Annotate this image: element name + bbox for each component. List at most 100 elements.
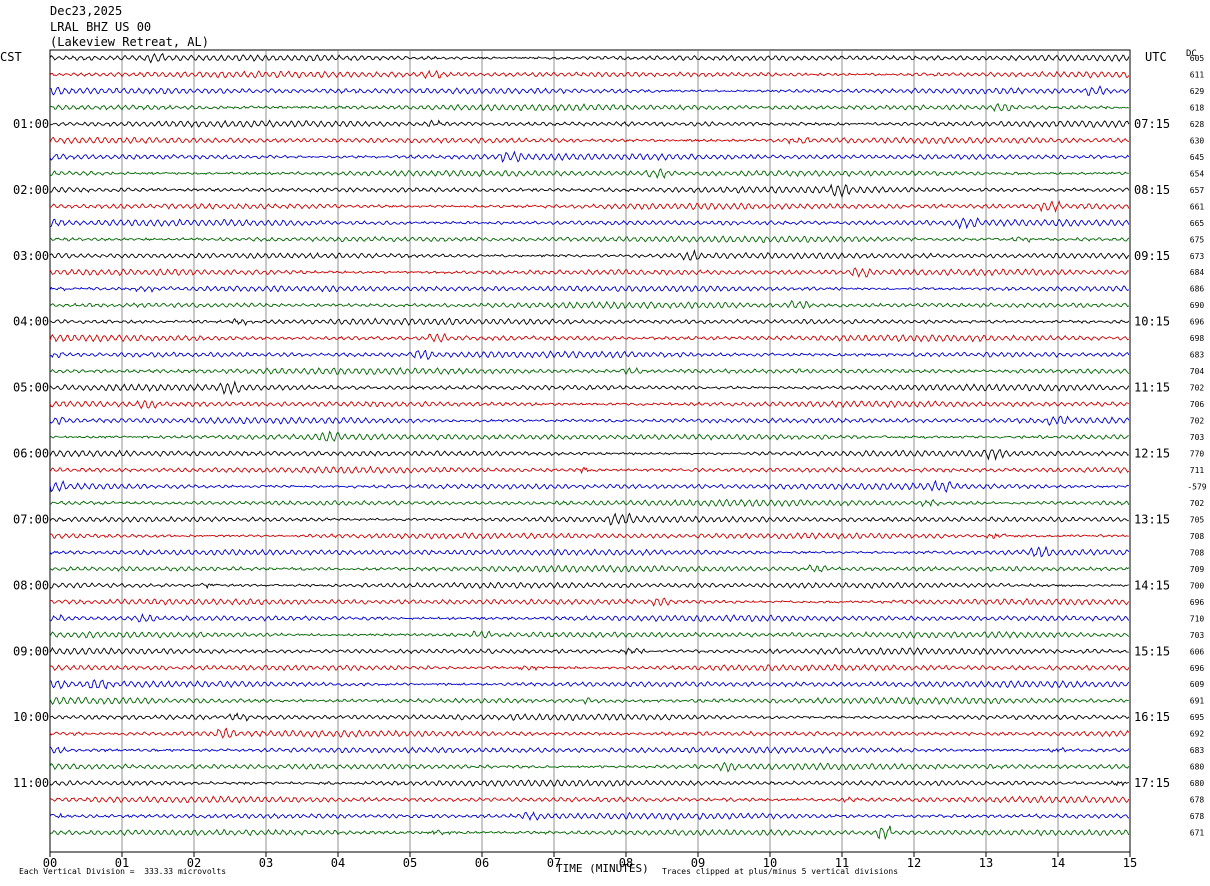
trace-line [49, 380, 1130, 396]
trace-line [49, 727, 1130, 739]
trace-line [49, 168, 1129, 180]
dc-offset-label: 708 [1190, 532, 1205, 541]
right-hour-label: 08:15 [1134, 183, 1170, 197]
trace-line [49, 317, 1130, 327]
dc-offset-label: 673 [1190, 252, 1205, 261]
chart-station: LRAL BHZ US 00 [50, 20, 152, 34]
chart-location: (Lakeview Retreat, AL) [50, 35, 209, 49]
dc-offset-label: 683 [1190, 746, 1205, 755]
dc-offset-label: 675 [1190, 235, 1205, 244]
x-tick-label: 06 [475, 856, 489, 870]
dc-offset-label: 618 [1190, 103, 1205, 112]
chart-date: Dec23,2025 [50, 4, 123, 18]
dc-offset-label: 708 [1190, 548, 1205, 557]
trace-line [49, 235, 1130, 243]
left-hour-label: 09:00 [13, 644, 49, 658]
x-tick-label: 04 [331, 856, 345, 870]
right-hour-label: 13:15 [1134, 512, 1170, 526]
clip-note: Traces clipped at plus/minus 5 vertical … [662, 867, 899, 876]
trace-line [49, 465, 1130, 475]
left-hour-label: 10:00 [13, 710, 49, 724]
x-tick-label: 13 [979, 856, 993, 870]
trace-line [49, 795, 1130, 804]
dc-offset-label: 678 [1190, 812, 1205, 821]
left-hour-label: 11:00 [13, 776, 49, 790]
trace-line [49, 646, 1129, 656]
x-tick-label: 12 [907, 856, 921, 870]
x-axis-label: TIME (MINUTES) [556, 862, 649, 875]
dc-offset-label: 686 [1190, 285, 1205, 294]
dc-offset-label: 706 [1190, 400, 1205, 409]
trace-line [49, 630, 1130, 639]
trace-line [49, 581, 1129, 590]
dc-offset-label: 703 [1190, 631, 1205, 640]
trace-line [49, 183, 1130, 198]
trace-line [49, 267, 1129, 279]
trace-line [49, 613, 1130, 623]
right-hour-label: 07:15 [1134, 117, 1170, 131]
trace-line [49, 498, 1130, 508]
dc-offset-label: 609 [1190, 680, 1205, 689]
dc-offset-label: 683 [1190, 351, 1205, 360]
x-tick-label: 03 [259, 856, 273, 870]
dc-offset-label: 691 [1190, 697, 1205, 706]
x-tick-label: 01 [115, 856, 129, 870]
trace-line [49, 300, 1130, 310]
dc-offset-label: 696 [1190, 598, 1205, 607]
dc-offset-label: 696 [1190, 318, 1205, 327]
left-hour-label: 04:00 [13, 315, 49, 329]
trace-line [49, 285, 1130, 293]
dc-offset-label: 702 [1190, 499, 1205, 508]
dc-offset-label: 704 [1190, 367, 1205, 376]
trace-line [49, 150, 1130, 163]
dc-offset-label: 678 [1190, 796, 1205, 805]
trace-line [49, 449, 1129, 461]
trace-line [49, 532, 1129, 540]
trace-line [49, 679, 1130, 690]
x-tick-label: 11 [835, 856, 849, 870]
left-hour-label: 08:00 [13, 578, 49, 592]
dc-offset-label: 605 [1190, 54, 1205, 63]
x-tick-label: 09 [691, 856, 705, 870]
left-hour-label: 07:00 [13, 512, 49, 526]
trace-line [49, 825, 1130, 841]
trace-line [49, 119, 1130, 129]
trace-line [49, 696, 1129, 706]
dc-offset-label: 702 [1190, 384, 1205, 393]
x-tick-label: 15 [1123, 856, 1137, 870]
trace-line [49, 136, 1130, 145]
dc-offset-label: 695 [1190, 713, 1205, 722]
right-hour-label: 10:15 [1134, 315, 1170, 329]
trace-line [49, 761, 1130, 773]
dc-label: DC [1186, 49, 1197, 59]
dc-offset-label: 698 [1190, 334, 1205, 343]
dc-offset-label: 654 [1190, 169, 1205, 178]
dc-offset-label: 705 [1190, 515, 1205, 524]
left-hour-label: 05:00 [13, 381, 49, 395]
right-hour-label: 11:15 [1134, 381, 1170, 395]
trace-line [49, 248, 1130, 261]
trace-line [49, 663, 1130, 672]
trace-line [49, 332, 1130, 343]
dc-offset-label: 680 [1190, 779, 1205, 788]
right-hour-label: 17:15 [1134, 776, 1170, 790]
dc-offset-label: 692 [1190, 730, 1205, 739]
left-hour-label: 01:00 [13, 117, 49, 131]
trace-line [49, 545, 1130, 558]
left-hour-label: 02:00 [13, 183, 49, 197]
plot-frame [49, 49, 1131, 853]
dc-offset-label: 711 [1190, 466, 1205, 475]
x-tick-label: 14 [1051, 856, 1065, 870]
x-tick-label: 05 [403, 856, 417, 870]
dc-offset-label: 671 [1190, 829, 1205, 838]
x-tick-label: 07 [547, 856, 561, 870]
x-tick-label: 08 [619, 856, 633, 870]
right-timezone-label: UTC [1145, 50, 1167, 64]
dc-offset-label: 629 [1190, 87, 1205, 96]
trace-line [49, 415, 1130, 426]
trace-line [49, 85, 1130, 96]
trace-line [49, 811, 1130, 822]
right-hour-label: 14:15 [1134, 578, 1170, 592]
dc-offset-label: 630 [1190, 136, 1205, 145]
